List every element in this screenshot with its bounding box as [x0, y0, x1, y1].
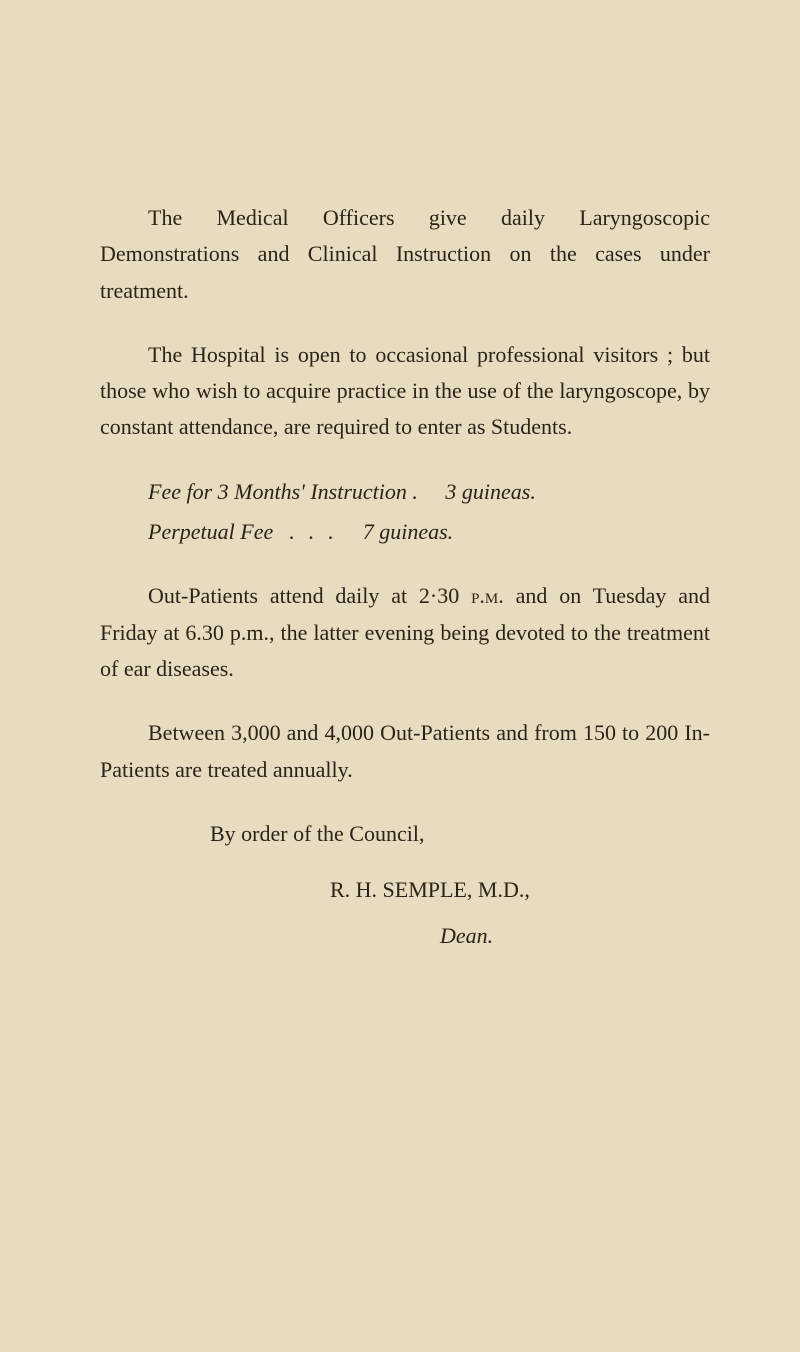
paragraph-1: The Medical Officers give daily Laryngos… — [100, 200, 710, 309]
paragraph-2: The Hospital is open to occasional profe… — [100, 337, 710, 446]
fee-line-2: Perpetual Fee ... 7 guineas. — [148, 514, 710, 550]
fee-block: Fee for 3 Months' Instruction . 3 guinea… — [100, 474, 710, 551]
paragraph-4-text: Between 3,000 and 4,000 Out-Patients and… — [100, 715, 710, 788]
fee-2-dots: ... — [289, 519, 348, 544]
paragraph-2-text: The Hospital is open to occasional profe… — [100, 337, 710, 446]
signature: R. H. SEMPLE, M.D., — [100, 872, 710, 908]
paragraph-1-text: The Medical Officers give daily Laryngos… — [100, 200, 710, 309]
paragraph-3-text: Out-Patients attend daily at 2·30 p.m. a… — [100, 578, 710, 687]
closing-order: By order of the Council, — [100, 816, 710, 852]
fee-line-1: Fee for 3 Months' Instruction . 3 guinea… — [148, 474, 710, 510]
document-page: The Medical Officers give daily Laryngos… — [0, 0, 800, 1035]
paragraph-3: Out-Patients attend daily at 2·30 p.m. a… — [100, 578, 710, 687]
fee-2-value: 7 guineas. — [363, 519, 453, 544]
fee-1-value: 3 guineas. — [445, 479, 535, 504]
dean-title: Dean. — [100, 918, 710, 954]
fee-2-label: Perpetual Fee — [148, 519, 273, 544]
paragraph-4: Between 3,000 and 4,000 Out-Patients and… — [100, 715, 710, 788]
fee-1-label: Fee for 3 Months' Instruction . — [148, 479, 418, 504]
